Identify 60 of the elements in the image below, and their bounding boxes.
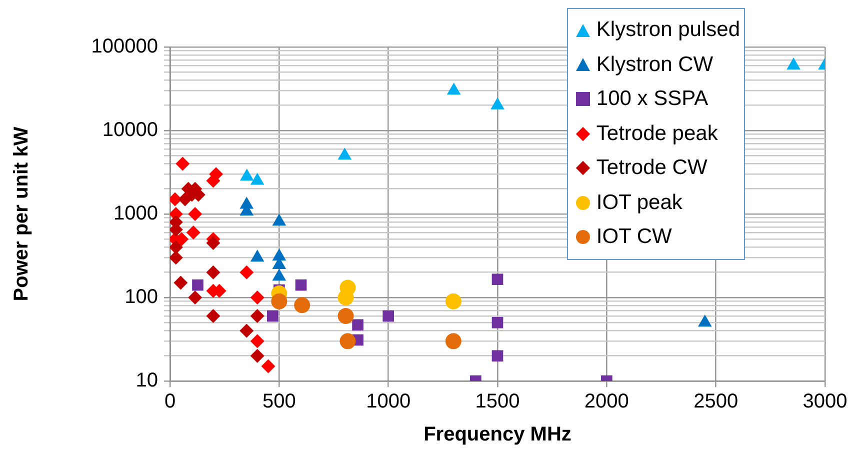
x-tick-label: 1000 [366, 390, 411, 413]
legend-label: IOT peak [596, 190, 682, 215]
point [240, 324, 254, 338]
point [295, 279, 307, 291]
point [250, 290, 264, 304]
point [338, 148, 352, 160]
legend-label: 100 x SSPA [596, 87, 708, 112]
point [338, 290, 354, 306]
legend-label: Klystron CW [596, 52, 714, 77]
point [266, 310, 278, 322]
point [250, 334, 264, 348]
x-tick-label: 2000 [584, 390, 629, 413]
point [206, 236, 220, 250]
point [250, 348, 264, 363]
point [186, 226, 200, 240]
point [188, 207, 202, 221]
point [176, 156, 190, 171]
y-axis-title: Power per unit kW [10, 126, 33, 302]
point [271, 293, 288, 310]
legend-label: Tetrode peak [596, 122, 718, 146]
point [445, 293, 462, 310]
point [492, 316, 504, 328]
point [188, 290, 202, 304]
y-tick-label: 100000 [91, 36, 158, 58]
point [206, 265, 220, 280]
point [294, 297, 310, 314]
point [272, 214, 286, 226]
point [445, 333, 462, 350]
point [240, 168, 254, 181]
legend-label: Tetrode CW [596, 156, 708, 180]
point [786, 58, 800, 70]
y-tick-label: 10 [136, 370, 158, 392]
point [382, 310, 394, 322]
y-tick-label: 10000 [102, 119, 158, 142]
point [340, 333, 356, 350]
point [250, 172, 264, 185]
point [490, 97, 504, 110]
x-tick-label: 500 [262, 390, 296, 413]
point [338, 308, 354, 324]
point [170, 250, 183, 265]
point [174, 276, 188, 290]
x-tick-label: 1500 [475, 390, 520, 413]
y-tick-label: 1000 [114, 202, 158, 225]
point [446, 82, 461, 95]
x-tick-label: 3000 [802, 390, 848, 413]
x-tick-label: 0 [164, 390, 176, 413]
x-tick-label: 2500 [694, 390, 738, 413]
point [492, 350, 504, 362]
legend-label: IOT CW [596, 225, 672, 250]
point [250, 309, 264, 324]
y-tick-label: 100 [124, 286, 158, 308]
point [170, 240, 183, 254]
point [206, 309, 220, 324]
point [261, 359, 276, 374]
legend-label: Klystron pulsed [596, 18, 740, 42]
point [192, 279, 204, 291]
x-axis-title: Frequency MHz [424, 424, 572, 446]
point [352, 319, 364, 331]
point [240, 265, 254, 280]
point [492, 274, 504, 285]
